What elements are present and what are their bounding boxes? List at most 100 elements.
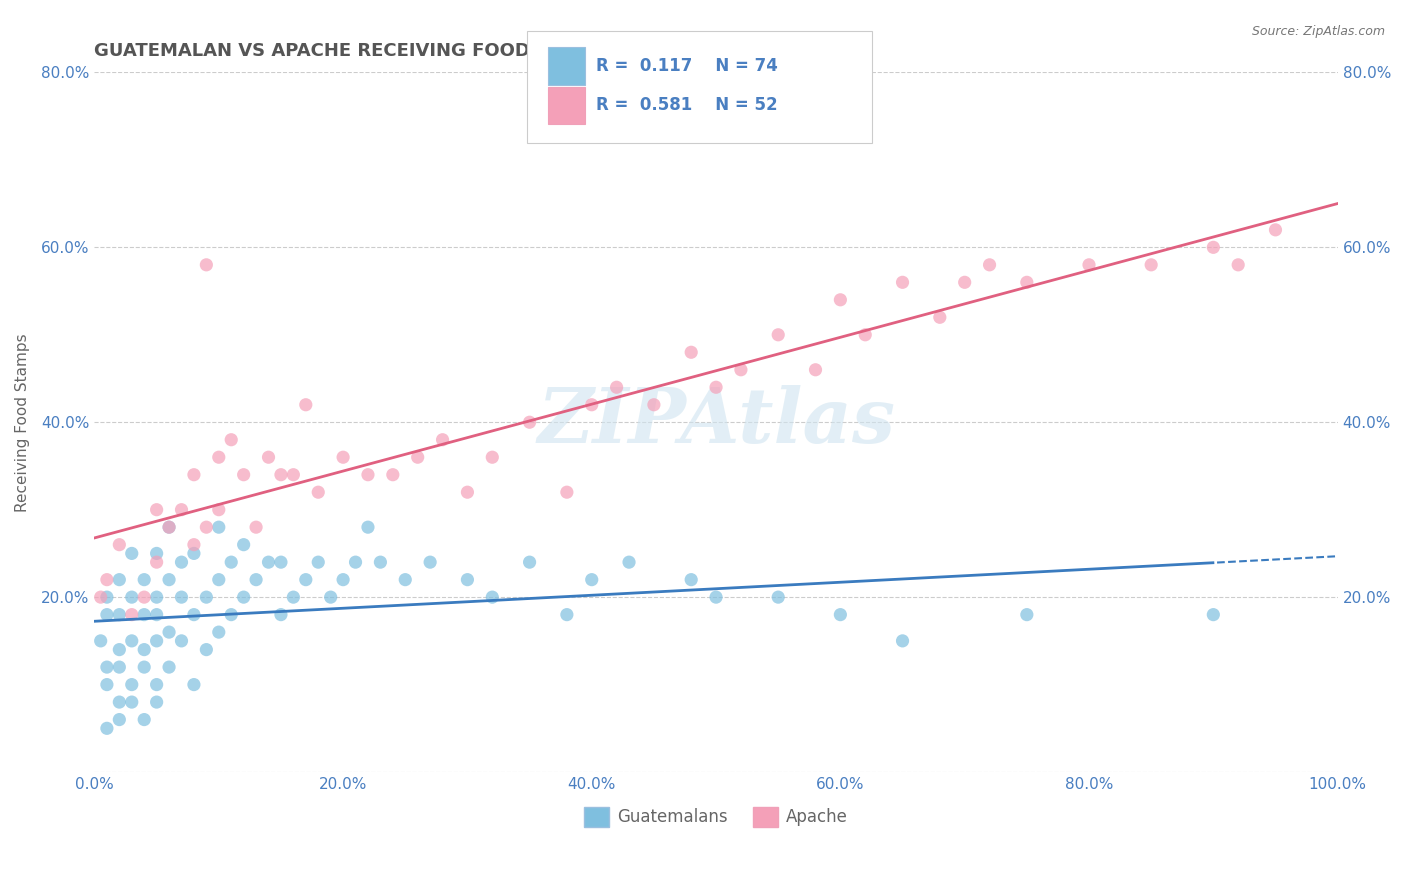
Point — [96, 607, 118, 622]
Point — [121, 633, 143, 648]
Point — [108, 642, 131, 657]
Point — [121, 607, 143, 622]
Point — [830, 293, 852, 307]
Point — [108, 607, 131, 622]
Point — [519, 555, 541, 569]
Point — [891, 633, 914, 648]
Point — [183, 546, 205, 560]
Point — [134, 642, 156, 657]
Point — [283, 590, 305, 604]
Point — [394, 573, 416, 587]
Point — [432, 433, 454, 447]
Point — [170, 633, 193, 648]
Point — [157, 520, 180, 534]
Point — [183, 607, 205, 622]
Point — [108, 538, 131, 552]
Point — [96, 590, 118, 604]
Point — [170, 502, 193, 516]
Point — [134, 590, 156, 604]
Point — [581, 398, 603, 412]
Legend: Guatemalans, Apache: Guatemalans, Apache — [578, 800, 855, 834]
Point — [145, 607, 167, 622]
Point — [208, 573, 231, 587]
Point — [681, 345, 703, 359]
Point — [1140, 258, 1163, 272]
Point — [195, 642, 218, 657]
Point — [891, 275, 914, 289]
Point — [853, 327, 876, 342]
Point — [157, 660, 180, 674]
Point — [232, 538, 254, 552]
Text: ZIPAtlas: ZIPAtlas — [537, 385, 896, 459]
Point — [170, 590, 193, 604]
Point — [456, 485, 478, 500]
Point — [581, 573, 603, 587]
Text: R =  0.117    N = 74: R = 0.117 N = 74 — [596, 57, 778, 75]
Point — [406, 450, 429, 465]
Point — [456, 573, 478, 587]
Point — [145, 546, 167, 560]
Point — [681, 573, 703, 587]
Point — [295, 398, 318, 412]
Point — [1227, 258, 1250, 272]
Point — [257, 555, 280, 569]
Point — [270, 555, 292, 569]
Point — [370, 555, 392, 569]
Point — [319, 590, 342, 604]
Point — [307, 485, 329, 500]
Point — [283, 467, 305, 482]
Point — [617, 555, 640, 569]
Point — [232, 590, 254, 604]
Point — [108, 660, 131, 674]
Point — [357, 520, 380, 534]
Point — [208, 520, 231, 534]
Point — [145, 502, 167, 516]
Point — [381, 467, 404, 482]
Point — [419, 555, 441, 569]
Point — [481, 450, 503, 465]
Point — [804, 363, 827, 377]
Point — [219, 555, 242, 569]
Point — [183, 538, 205, 552]
Text: R =  0.581    N = 52: R = 0.581 N = 52 — [596, 96, 778, 114]
Point — [96, 573, 118, 587]
Point — [96, 722, 118, 736]
Point — [134, 573, 156, 587]
Point — [704, 380, 727, 394]
Point — [96, 677, 118, 691]
Point — [145, 555, 167, 569]
Point — [481, 590, 503, 604]
Point — [245, 520, 267, 534]
Point — [145, 590, 167, 604]
Point — [555, 485, 578, 500]
Y-axis label: Receiving Food Stamps: Receiving Food Stamps — [15, 333, 30, 511]
Point — [108, 573, 131, 587]
Point — [270, 467, 292, 482]
Point — [606, 380, 628, 394]
Point — [195, 258, 218, 272]
Point — [208, 625, 231, 640]
Point — [1264, 223, 1286, 237]
Point — [1202, 240, 1225, 254]
Point — [766, 590, 789, 604]
Point — [195, 590, 218, 604]
Point — [730, 363, 752, 377]
Point — [108, 713, 131, 727]
Point — [928, 310, 950, 325]
Point — [1015, 607, 1038, 622]
Point — [134, 713, 156, 727]
Point — [232, 467, 254, 482]
Point — [121, 546, 143, 560]
Point — [195, 520, 218, 534]
Point — [704, 590, 727, 604]
Point — [1202, 607, 1225, 622]
Point — [519, 415, 541, 429]
Point — [295, 573, 318, 587]
Point — [1078, 258, 1101, 272]
Point — [208, 502, 231, 516]
Point — [830, 607, 852, 622]
Point — [145, 633, 167, 648]
Point — [953, 275, 976, 289]
Point — [145, 695, 167, 709]
Point — [121, 677, 143, 691]
